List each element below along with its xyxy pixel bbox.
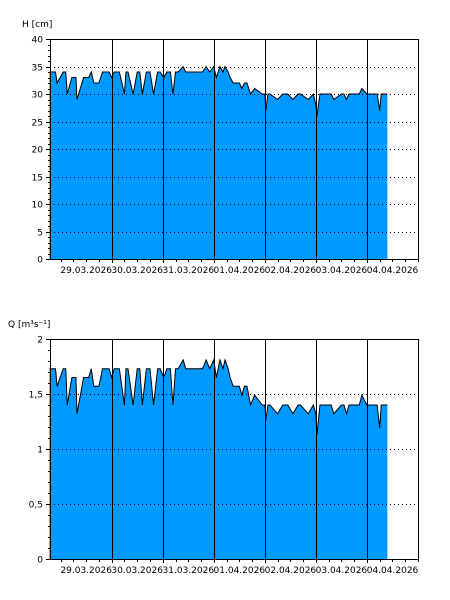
y-tick-label: 10: [32, 201, 44, 211]
x-tick-label: 30.03.2026: [111, 566, 163, 576]
plot-frame: [50, 39, 419, 260]
x-tick-label: 29.03.2026: [60, 266, 112, 276]
series-area: [49, 66, 388, 259]
y-axis-title: Q [m³s⁻¹]: [8, 320, 50, 330]
water-level-chart: H [cm] 0 5 10 15 20 25 30 35 40 29.03.2026 30.03.2…: [22, 20, 419, 276]
y-tick-label: 20: [32, 146, 44, 156]
x-tick-label: 04.04.2026: [367, 266, 419, 276]
y-tick-label: 30: [32, 91, 44, 101]
series-line: [49, 358, 388, 435]
y-tick-label: 25: [32, 119, 43, 129]
x-tick-label: 01.04.2026: [214, 566, 266, 576]
x-tick-label: 04.04.2026: [367, 566, 419, 576]
y-tick-label: 5: [37, 229, 43, 239]
y-tick-label: 35: [32, 64, 43, 74]
y-tick-label: 0: [37, 556, 43, 566]
x-tick-label: 29.03.2026: [60, 566, 112, 576]
x-tick-label: 31.03.2026: [163, 266, 215, 276]
x-tick-label: 03.04.2026: [316, 566, 368, 576]
y-tick-label: 0: [37, 256, 43, 266]
x-tick-label: 31.03.2026: [163, 566, 215, 576]
y-axis-title: H [cm]: [22, 20, 52, 30]
plot-frame: [50, 339, 419, 560]
x-tick-label: 02.04.2026: [265, 266, 317, 276]
discharge-chart: Q [m³s⁻¹] 0 0,5 1 1,5 2 29.03.2026 30.03.2026 3…: [8, 320, 419, 576]
x-tick-label: 01.04.2026: [214, 266, 266, 276]
y-tick-label: 0,5: [29, 501, 43, 511]
y-tick-label: 1,5: [29, 391, 43, 401]
x-tick-label: 03.04.2026: [316, 266, 368, 276]
y-tick-label: 1: [37, 446, 43, 456]
x-tick-label: 02.04.2026: [265, 566, 317, 576]
y-tick-label: 15: [32, 174, 43, 184]
series-area: [49, 359, 388, 559]
y-tick-label: 40: [32, 36, 44, 46]
y-tick-label: 2: [37, 336, 43, 346]
x-tick-label: 30.03.2026: [111, 266, 163, 276]
